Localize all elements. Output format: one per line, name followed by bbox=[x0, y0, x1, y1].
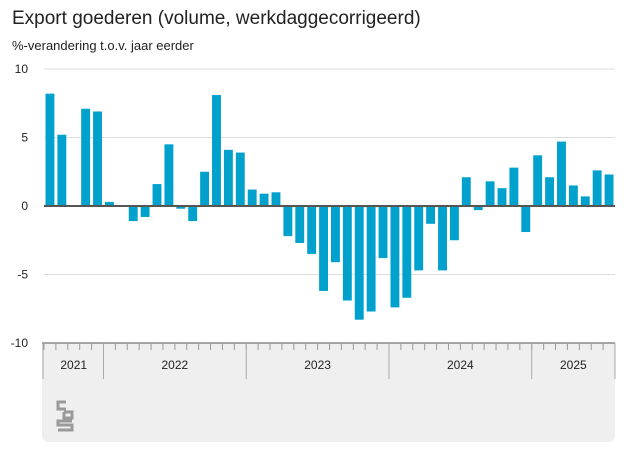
bar bbox=[509, 167, 519, 206]
bar bbox=[568, 185, 578, 206]
bar bbox=[497, 188, 507, 206]
bar bbox=[473, 206, 483, 211]
y-tick-label: 0 bbox=[21, 199, 28, 213]
bar bbox=[164, 144, 174, 206]
bar bbox=[390, 206, 400, 308]
bar bbox=[93, 111, 102, 206]
bar bbox=[366, 206, 376, 312]
cbs-logo-icon bbox=[56, 400, 74, 432]
x-tick-label: 2023 bbox=[304, 358, 331, 372]
bar bbox=[354, 206, 364, 320]
x-tick-label: 2025 bbox=[560, 358, 587, 372]
bar bbox=[461, 177, 471, 206]
bar bbox=[426, 206, 436, 224]
bar bbox=[592, 170, 602, 206]
bar bbox=[271, 192, 281, 206]
x-tick-label: 2024 bbox=[447, 358, 474, 372]
bar bbox=[545, 177, 555, 206]
bar bbox=[580, 196, 590, 206]
bar bbox=[200, 171, 210, 206]
bar bbox=[438, 206, 447, 271]
bar bbox=[176, 206, 186, 209]
bar bbox=[223, 149, 233, 206]
y-tick-label: 10 bbox=[15, 62, 29, 76]
bar bbox=[485, 181, 495, 206]
bar bbox=[331, 206, 340, 263]
bar bbox=[235, 152, 245, 206]
bar bbox=[414, 206, 424, 271]
y-tick-label: 5 bbox=[21, 131, 28, 145]
bar bbox=[57, 134, 67, 206]
bar bbox=[128, 206, 138, 222]
bar bbox=[342, 206, 352, 301]
bar bbox=[283, 206, 293, 237]
bar bbox=[188, 206, 198, 222]
bar bbox=[307, 206, 317, 254]
chart-title: Export goederen (volume, werkdaggecorrig… bbox=[12, 8, 421, 29]
bar bbox=[557, 141, 566, 206]
bar bbox=[81, 108, 91, 206]
bar bbox=[140, 206, 150, 217]
bar bbox=[402, 206, 412, 298]
x-tick-label: 2022 bbox=[162, 358, 189, 372]
y-tick-label: -5 bbox=[17, 268, 28, 282]
footer bbox=[42, 380, 615, 442]
bar bbox=[247, 189, 257, 206]
bar bbox=[521, 206, 531, 233]
bar bbox=[104, 201, 114, 206]
bar bbox=[604, 174, 614, 206]
bar bbox=[212, 95, 221, 206]
bar bbox=[152, 184, 162, 206]
bar bbox=[378, 206, 388, 259]
x-tick-label: 2021 bbox=[60, 358, 87, 372]
bar bbox=[533, 155, 543, 206]
y-axis-label: %-verandering t.o.v. jaar eerder bbox=[12, 38, 194, 53]
bar bbox=[45, 93, 55, 206]
bar bbox=[259, 193, 269, 206]
bar bbox=[319, 206, 328, 291]
bar bbox=[295, 206, 305, 243]
y-tick-label: -10 bbox=[11, 336, 29, 350]
bar bbox=[449, 206, 459, 241]
